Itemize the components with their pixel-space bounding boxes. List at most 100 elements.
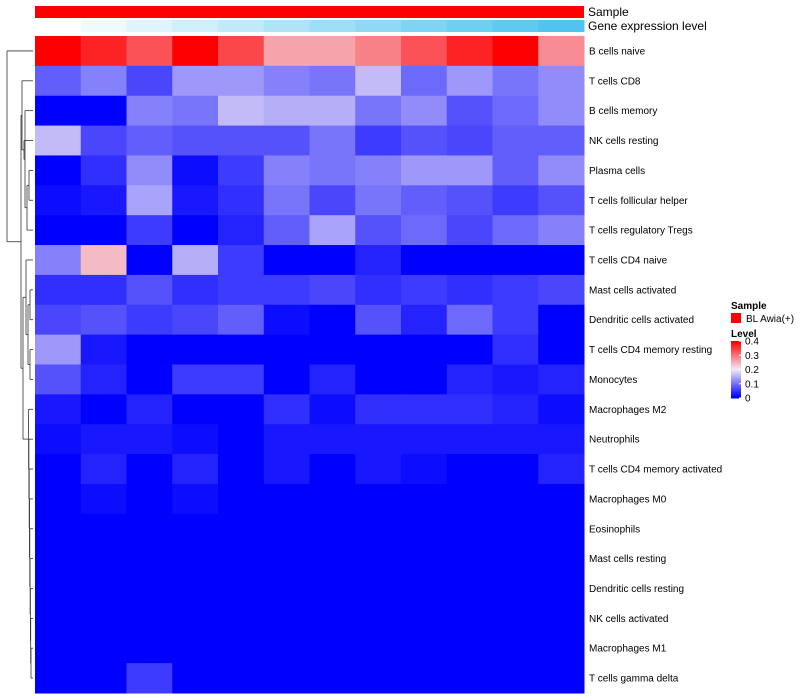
heatmap-cell [401,334,448,365]
heatmap-cell [80,663,127,694]
heatmap-cell [309,424,356,455]
heatmap-cell [218,633,265,664]
heatmap-cell [538,155,585,186]
heatmap-cell [492,245,539,276]
heatmap-cell [492,155,539,186]
heatmap-cell [355,125,402,156]
row-label: T cells gamma delta [589,674,679,685]
row-label: T cells CD4 memory resting [589,345,712,356]
heatmap-cell [492,274,539,306]
heatmap-cell [263,483,310,515]
heatmap-cell [401,215,448,246]
heatmap-cell [538,274,585,306]
heatmap-cell [263,36,310,67]
heatmap-cell [218,603,265,634]
row-label: Dendritic cells activated [589,315,694,326]
heatmap-cell [446,543,493,575]
heatmap-cell [263,424,310,455]
heatmap-cell [492,36,539,67]
row-label: NK cells resting [589,136,658,147]
heatmap-cell [309,573,356,604]
colorbar-segment [731,376,741,379]
heatmap-cell [309,95,356,127]
heatmap-cell [538,603,585,634]
row-label: NK cells activated [589,614,668,625]
heatmap-cell [80,65,127,97]
heatmap-cell [355,36,402,67]
heatmap-cell [309,364,356,395]
heatmap-cell [80,304,127,336]
gene-expression-annotation-bar [35,20,585,32]
colorbar-segment [731,365,741,368]
heatmap-cell [126,65,173,97]
heatmap-cell [401,603,448,634]
heatmap-cell [492,454,539,485]
heatmap-cell [492,603,539,634]
heatmap-cell [263,245,310,276]
heatmap-cell [172,274,219,306]
legend-ticks: 0.4 0.3 0.2 0.1 0 [739,337,759,405]
heatmap-cell [172,424,219,455]
heatmap-cell [218,274,265,306]
heatmap-cell [172,125,219,156]
heatmap-cell [446,334,493,365]
heatmap-cell [218,185,265,216]
gene-expression-segment [538,20,585,32]
heatmap-cell [309,245,356,276]
legend-tick-label: 0.4 [745,337,759,348]
heatmap-cell [401,543,448,575]
row-label: Monocytes [589,375,637,386]
heatmap-cell [538,513,585,545]
heatmap-cell [309,185,356,216]
heatmap-cell [309,394,356,425]
heatmap-cell [446,215,493,246]
heatmap-cell [80,245,127,276]
sample-annotation-bar [35,6,584,18]
legend-tick-label: 0.3 [745,351,759,362]
heatmap-cell [355,543,402,575]
colorbar-segment [731,358,741,361]
heatmap-cell [309,454,356,485]
heatmap-cell [263,603,310,634]
heatmap-cell [492,304,539,336]
heatmap-cell [126,215,173,246]
heatmap-cell [355,245,402,276]
heatmap-cell [538,95,585,127]
row-label: T cells regulatory Tregs [589,226,693,237]
heatmap-cell [80,513,127,545]
heatmap-cell [492,65,539,97]
heatmap-cell [80,454,127,485]
heatmap-cell [35,334,82,365]
heatmap-cell [355,334,402,365]
heatmap-cell [401,424,448,455]
heatmap-cell [309,125,356,156]
heatmap-cell [309,483,356,515]
heatmap-cell [446,603,493,634]
colorbar-segment [731,390,741,393]
colorbar-segment [731,353,741,356]
row-label: Neutrophils [589,435,640,446]
gene-expression-segment [401,20,448,32]
legend-tick-label: 0.1 [745,379,759,390]
heatmap-cell [80,274,127,306]
heatmap-cell [263,543,310,575]
heatmap-cell [309,334,356,365]
legend-sample-title: Sample [731,301,767,312]
heatmap-cell [309,633,356,664]
heatmap-cell [309,274,356,306]
colorbar-segment [731,372,741,375]
row-label: B cells memory [589,106,657,117]
heatmap-cell [126,155,173,186]
heatmap-cell [126,424,173,455]
colorbar-segment [731,362,741,365]
heatmap-cell [35,603,82,634]
heatmap-cell [401,483,448,515]
heatmap-cell [355,274,402,306]
heatmap-cell [263,155,310,186]
heatmap-cell [126,334,173,365]
heatmap-cell [492,424,539,455]
heatmap-cell [172,215,219,246]
heatmap-cell [355,483,402,515]
heatmap-cell [126,483,173,515]
heatmap-cell [35,513,82,545]
